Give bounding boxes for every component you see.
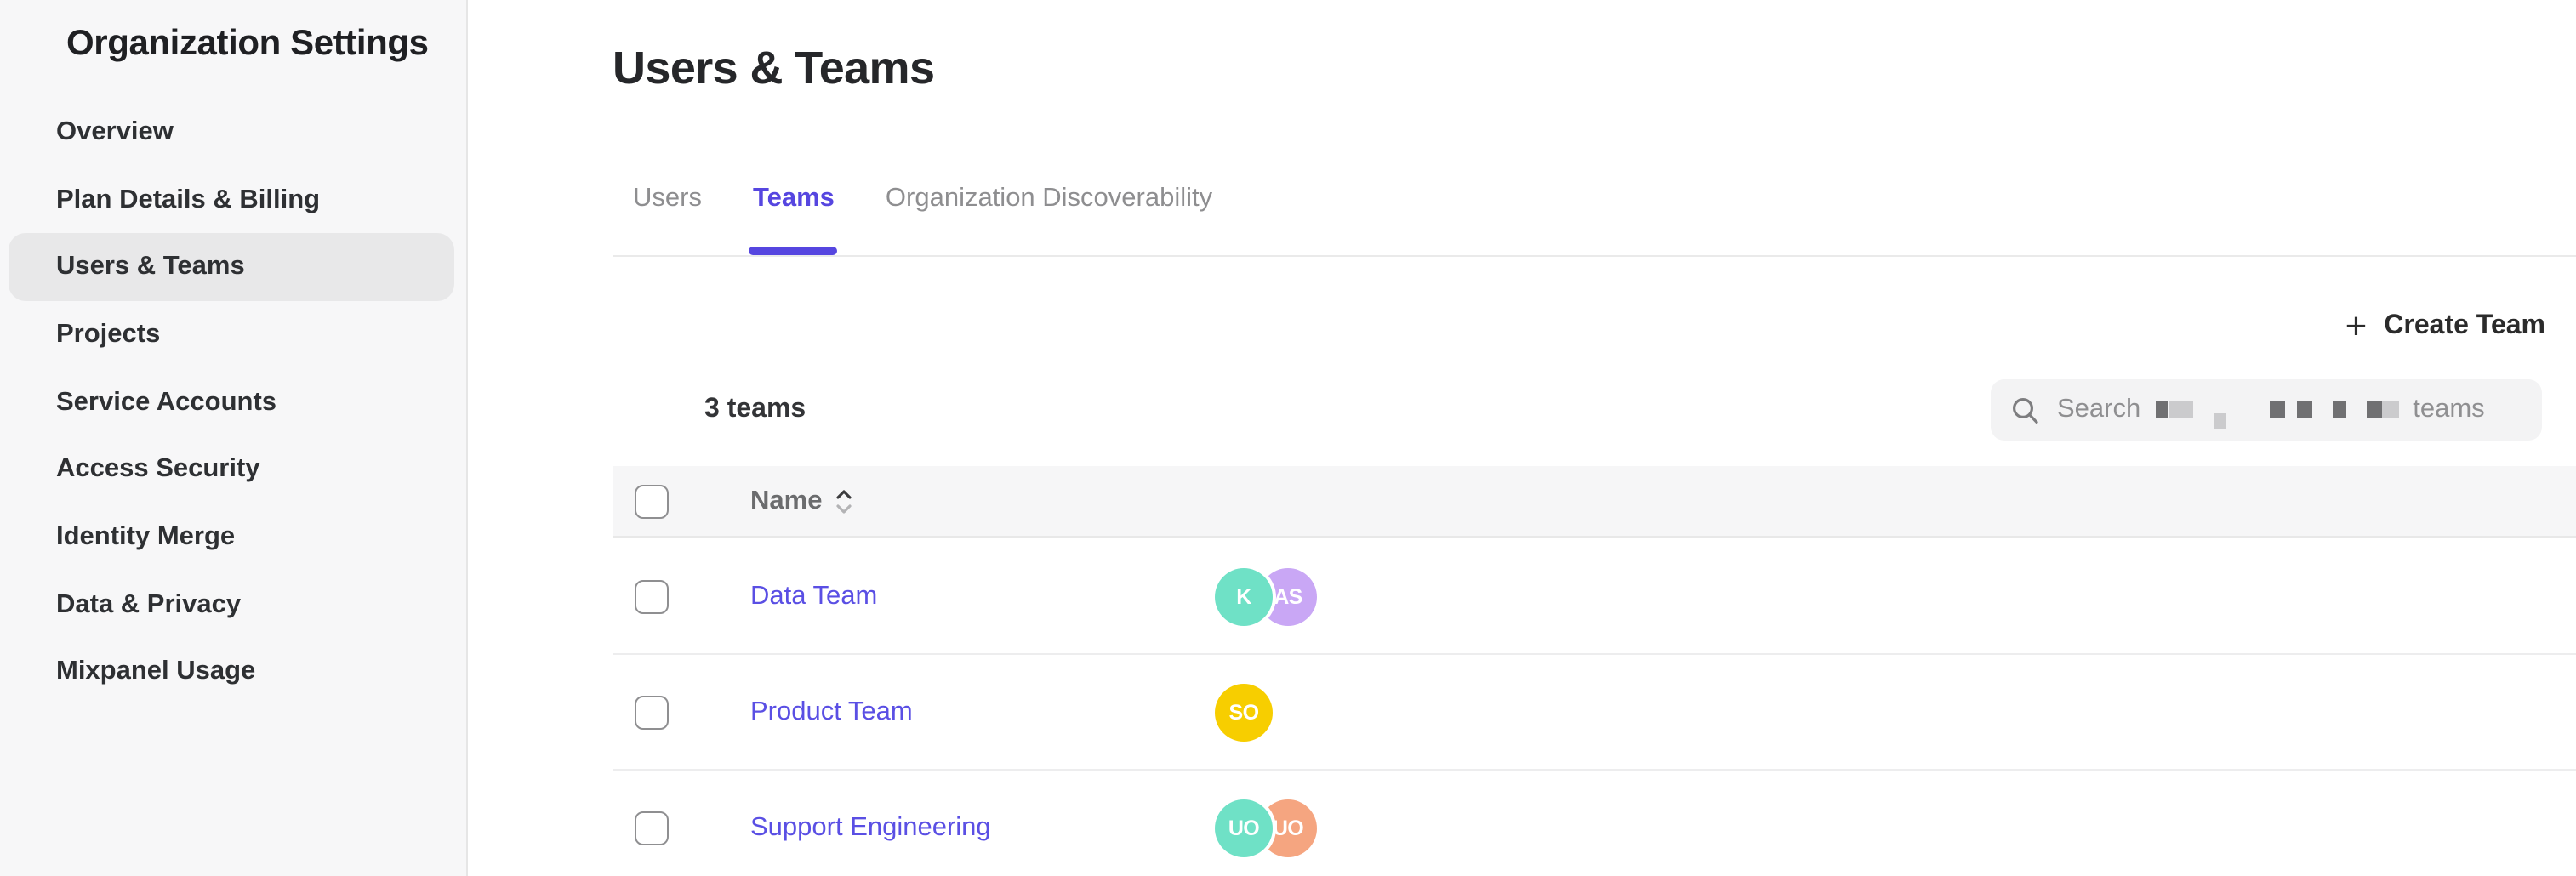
sidebar-item-mixpanel-usage[interactable]: Mixpanel Usage bbox=[56, 657, 256, 686]
sidebar-item-access-security[interactable]: Access Security bbox=[56, 454, 260, 484]
sidebar: Organization Settings Overview Plan Deta… bbox=[0, 0, 468, 876]
name-column-header[interactable]: Name bbox=[750, 466, 852, 538]
tab-organization-discoverability[interactable]: Organization Discoverability bbox=[885, 184, 1213, 213]
redacted-text-block bbox=[2214, 412, 2226, 428]
page-title: Users & Teams bbox=[613, 43, 935, 94]
team-search-input[interactable]: Search teams bbox=[1991, 379, 2542, 441]
tab-divider bbox=[613, 255, 2576, 257]
redacted-text-block bbox=[2270, 401, 2286, 418]
sidebar-item-overview[interactable]: Overview bbox=[56, 117, 174, 146]
team-link[interactable]: Product Team bbox=[750, 697, 913, 726]
create-team-label: Create Team bbox=[2384, 311, 2545, 340]
name-column-label: Name bbox=[750, 486, 823, 515]
sidebar-nav: Overview Plan Details & Billing Users & … bbox=[9, 99, 454, 706]
sidebar-item-identity-merge[interactable]: Identity Merge bbox=[56, 521, 236, 551]
avatar: K bbox=[1215, 568, 1273, 626]
search-placeholder-prefix: Search bbox=[2057, 395, 2141, 424]
sidebar-title: Organization Settings bbox=[66, 24, 429, 63]
table-row: Product Team SO bbox=[613, 655, 2576, 771]
row-checkbox[interactable] bbox=[635, 580, 669, 614]
avatar: UO bbox=[1215, 799, 1273, 857]
team-link[interactable]: Support Engineering bbox=[750, 813, 991, 842]
table-row: Support Engineering UO UO bbox=[613, 771, 2576, 876]
teams-count: 3 teams bbox=[704, 395, 806, 424]
sidebar-item-users-teams[interactable]: Users & Teams bbox=[9, 233, 454, 302]
redacted-text-block bbox=[2367, 401, 2383, 418]
sidebar-item-projects[interactable]: Projects bbox=[56, 319, 161, 349]
redacted-text-block bbox=[2382, 401, 2400, 418]
teams-table-header: Name bbox=[613, 466, 2576, 538]
search-placeholder-suffix: teams bbox=[2413, 395, 2485, 424]
redacted-text-block bbox=[2156, 401, 2169, 418]
row-checkbox[interactable] bbox=[635, 811, 669, 845]
avatar: SO bbox=[1215, 684, 1273, 742]
plus-icon: + bbox=[2345, 304, 2368, 347]
select-all-checkbox[interactable] bbox=[635, 485, 669, 519]
avatar-stack: SO bbox=[1215, 684, 1273, 742]
redacted-text-block bbox=[2169, 401, 2194, 418]
redacted-text-block bbox=[2297, 401, 2313, 418]
sidebar-item-plan-details-billing[interactable]: Plan Details & Billing bbox=[56, 185, 321, 214]
avatar-stack: K AS bbox=[1215, 568, 1317, 626]
tab-users[interactable]: Users bbox=[633, 184, 702, 213]
sort-icon bbox=[836, 490, 852, 514]
table-row: Data Team K AS bbox=[613, 539, 2576, 655]
row-checkbox[interactable] bbox=[635, 696, 669, 730]
sidebar-item-data-privacy[interactable]: Data & Privacy bbox=[56, 589, 242, 619]
create-team-button[interactable]: + Create Team bbox=[2345, 304, 2545, 347]
redacted-text-block bbox=[2333, 401, 2347, 418]
tab-bar: Users Teams Organization Discoverability bbox=[633, 184, 1212, 255]
search-icon bbox=[2013, 397, 2038, 423]
avatar-stack: UO UO bbox=[1215, 799, 1317, 857]
tab-teams[interactable]: Teams bbox=[749, 184, 838, 255]
sidebar-item-service-accounts[interactable]: Service Accounts bbox=[56, 387, 277, 417]
team-link[interactable]: Data Team bbox=[750, 582, 878, 611]
teams-table-body: Data Team K AS Product Team SO Support E… bbox=[613, 539, 2576, 876]
